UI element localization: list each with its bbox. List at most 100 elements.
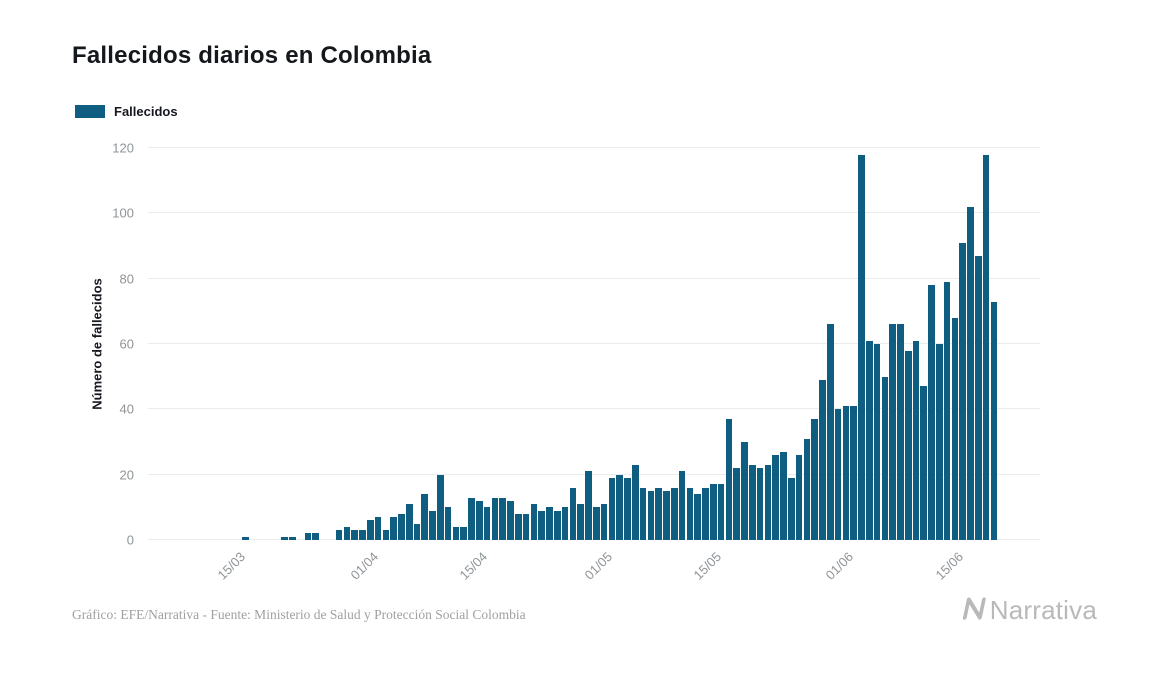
bar: [990, 301, 998, 540]
bar-slot: [210, 148, 218, 540]
bar-slot: [702, 148, 710, 540]
bar-slot: [865, 148, 873, 540]
bar: [772, 455, 779, 540]
bar: [865, 340, 873, 540]
legend: Fallecidos: [75, 104, 178, 119]
bar-slot: [242, 148, 250, 540]
y-tick-label: 20: [119, 467, 134, 483]
narrativa-n-icon: [958, 595, 991, 626]
bar-slot: [164, 148, 172, 540]
bar: [826, 324, 834, 540]
bar: [834, 409, 842, 540]
bar-slot: [382, 148, 390, 540]
bar: [413, 523, 421, 540]
bar-slot: [499, 148, 507, 540]
bar: [242, 536, 249, 540]
bar-slot: [725, 148, 733, 540]
bar-slot: [421, 148, 429, 540]
bar: [709, 484, 717, 540]
bar-slot: [483, 148, 491, 540]
bar-slot: [514, 148, 522, 540]
bar: [756, 468, 764, 540]
gridline: [148, 212, 1040, 214]
bar: [951, 317, 959, 540]
bar: [499, 497, 507, 540]
bar: [647, 491, 655, 540]
bar: [686, 487, 694, 540]
x-tick-label: 01/05: [581, 549, 615, 583]
bar-slot: [374, 148, 382, 540]
bar-slot: [709, 148, 717, 540]
bar-slot: [858, 148, 866, 540]
bar-slot: [234, 148, 242, 540]
bar-slot: [959, 148, 967, 540]
bar-slot: [670, 148, 678, 540]
bar: [554, 510, 561, 540]
bar: [460, 526, 468, 540]
x-tick-label: 01/04: [347, 549, 381, 583]
bar-slot: [850, 148, 858, 540]
bar-slot: [577, 148, 585, 540]
gridline: [148, 343, 1040, 344]
bar-slot: [320, 148, 328, 540]
bar-slot: [390, 148, 398, 540]
bar-slot: [366, 148, 374, 540]
bar: [351, 530, 358, 540]
bar-slot: [655, 148, 663, 540]
bar-slot: [967, 148, 975, 540]
bar: [694, 494, 701, 540]
bar: [335, 530, 343, 540]
bar: [982, 154, 990, 540]
bar-slot: [413, 148, 421, 540]
bar: [920, 386, 928, 540]
bar-slot: [974, 148, 982, 540]
bar-slot: [631, 148, 639, 540]
x-tick-label: 15/05: [690, 549, 724, 583]
legend-swatch-fallecidos: [75, 105, 105, 118]
bar-slot: [171, 148, 179, 540]
bar: [288, 536, 296, 540]
bar: [733, 468, 740, 540]
bar: [304, 533, 312, 540]
bar: [483, 507, 491, 540]
bar: [702, 487, 709, 540]
bar-slot: [273, 148, 281, 540]
bar-slot: [592, 148, 600, 540]
bar-slot: [585, 148, 593, 540]
bar: [912, 340, 920, 540]
bar-slot: [538, 148, 546, 540]
bar: [608, 477, 616, 540]
bar-slot: [460, 148, 468, 540]
legend-label: Fallecidos: [114, 104, 178, 119]
bar-slot: [694, 148, 702, 540]
bar-slot: [288, 148, 296, 540]
bar-slot: [639, 148, 647, 540]
bar: [444, 507, 452, 540]
bar-slot: [327, 148, 335, 540]
bar-slot: [148, 148, 156, 540]
bar-slot: [842, 148, 850, 540]
bar: [928, 285, 935, 540]
bar: [811, 419, 818, 540]
bar-slot: [405, 148, 413, 540]
bar-slot: [522, 148, 530, 540]
bar: [858, 154, 865, 540]
bar-slot: [686, 148, 694, 540]
bar: [889, 324, 896, 540]
source-credit: Gráfico: EFE/Narrativa - Fuente: Ministe…: [72, 607, 526, 622]
bar-slot: [335, 148, 343, 540]
bar-slot: [928, 148, 936, 540]
bar: [507, 500, 514, 540]
y-tick-label: 80: [119, 271, 134, 287]
bar: [343, 526, 351, 540]
bar-slot: [195, 148, 203, 540]
bar-slot: [826, 148, 834, 540]
bar-slot: [569, 148, 577, 540]
bar-slot: [811, 148, 819, 540]
bar-slot: [203, 148, 211, 540]
bar: [655, 487, 662, 540]
bar: [787, 477, 795, 540]
bar-slot: [990, 148, 998, 540]
bar: [600, 504, 608, 540]
bar-slot: [935, 148, 943, 540]
